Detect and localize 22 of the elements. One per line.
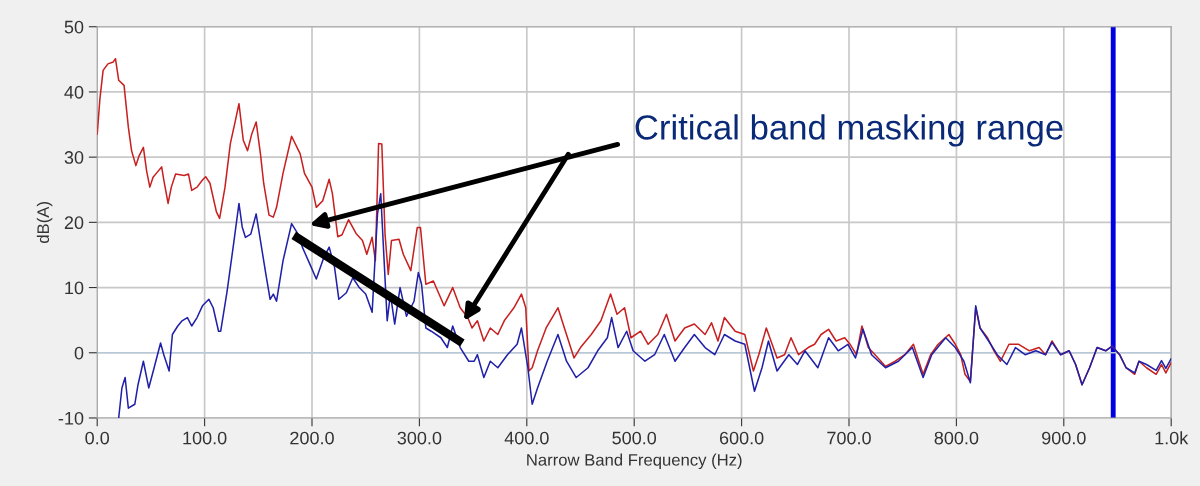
x-tick-label: 1.0k [1155, 431, 1189, 445]
y-tick-label: -10 [58, 411, 84, 425]
x-tick-label: 700.0 [827, 431, 871, 445]
y-tick-label: 50 [64, 20, 84, 34]
y-tick-label: 30 [64, 151, 84, 164]
x-tick-label: 500.0 [612, 431, 657, 445]
x-tick-label: 900.0 [1042, 431, 1086, 445]
y-axis-title: dB(A) [36, 202, 53, 243]
y-tick-label: 40 [64, 85, 84, 99]
x-axis-title: Narrow Band Frequency (Hz) [527, 453, 742, 470]
x-tick-label: 800.0 [934, 431, 979, 445]
x-tick-label: 600.0 [719, 431, 764, 445]
y-tick-label: 10 [65, 281, 84, 295]
annotation: Critical band masking range [635, 114, 1063, 147]
y-tick-label: 0 [74, 346, 84, 360]
x-tick-label: 400.0 [504, 431, 549, 445]
x-tick-label: 300.0 [397, 431, 442, 445]
x-tick-label: 100.0 [183, 431, 227, 445]
line-series [117, 192, 1172, 418]
x-tick-label: 200.0 [290, 431, 334, 445]
y-tick-label: 20 [64, 216, 84, 230]
x-tick-label: 0.0 [85, 431, 110, 445]
